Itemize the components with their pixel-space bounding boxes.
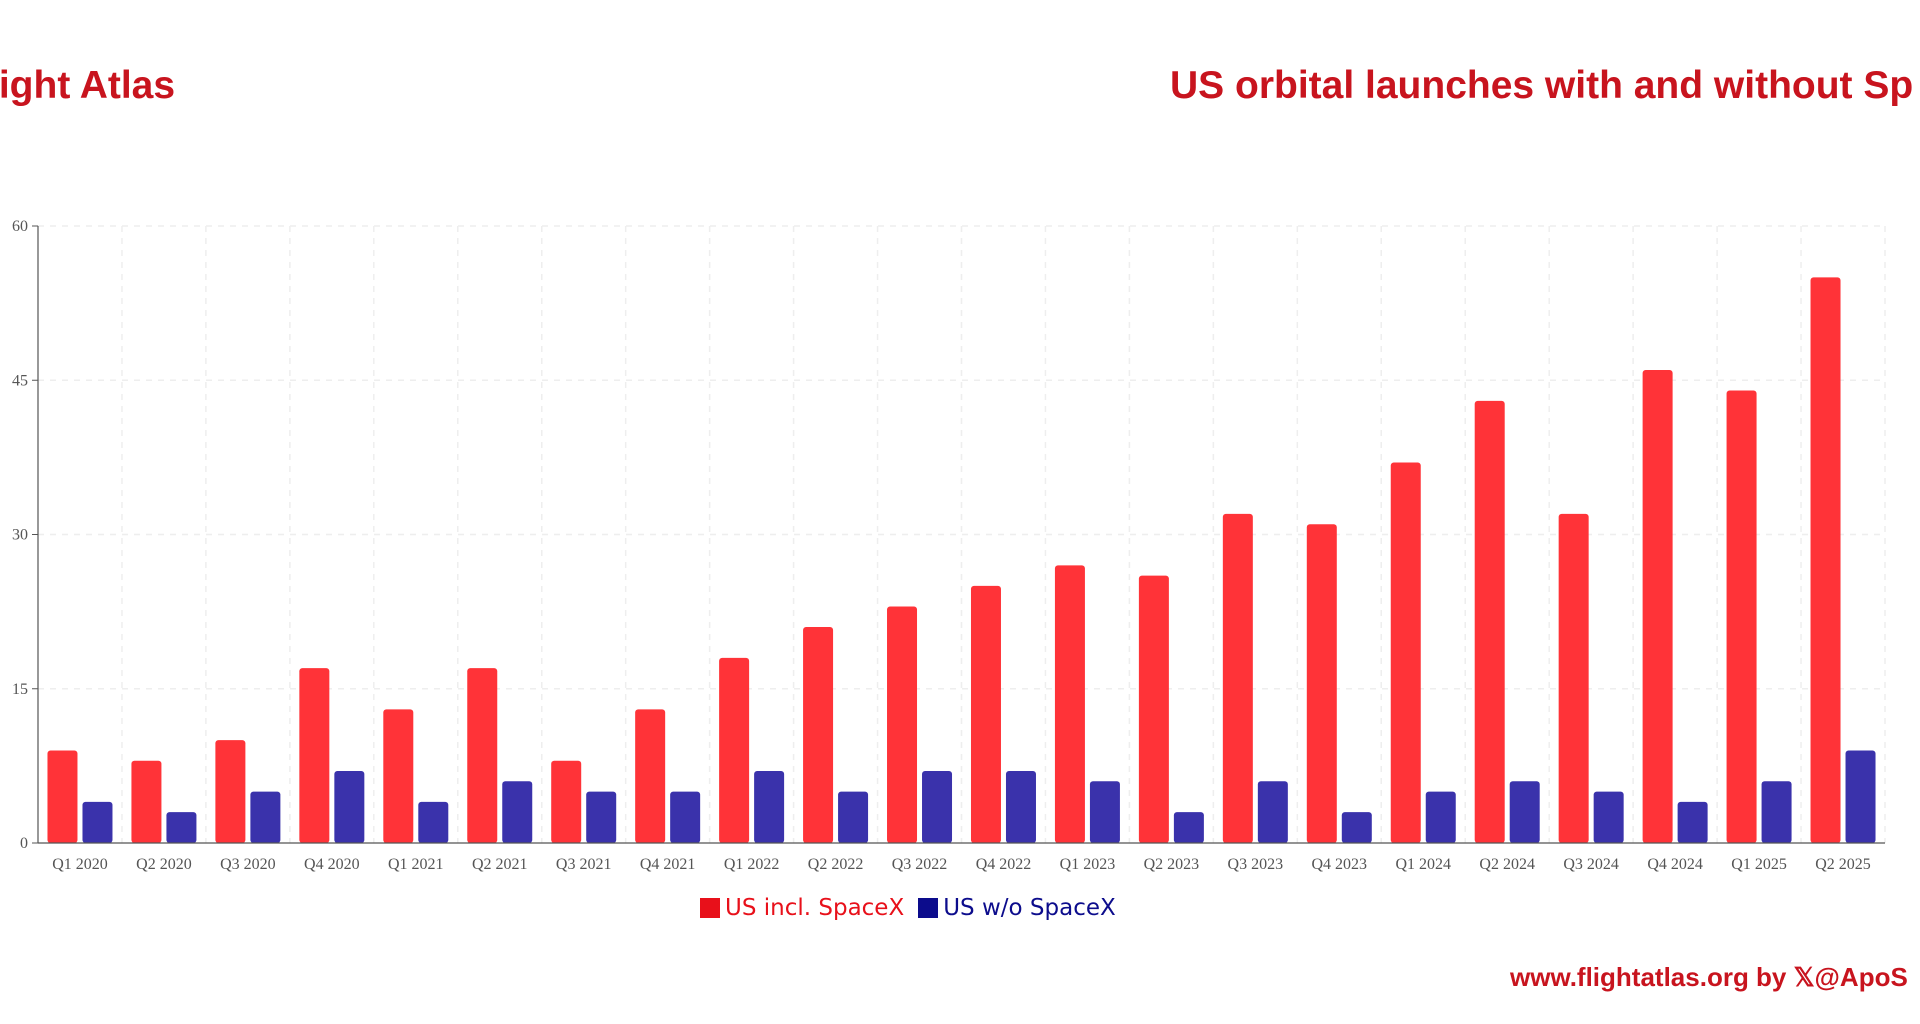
bar-us-incl-spacex[interactable] — [887, 606, 918, 843]
bar-us-incl-spacex[interactable] — [299, 668, 330, 843]
bar-us-wo-spacex[interactable] — [250, 791, 281, 843]
bars-layer — [47, 277, 1876, 844]
x-tick-label: Q3 2022 — [892, 856, 948, 873]
x-tick-label: Q1 2022 — [724, 856, 780, 873]
bar-us-wo-spacex[interactable] — [1761, 781, 1792, 843]
x-tick-label: Q4 2023 — [1312, 856, 1368, 873]
x-tick-label: Q4 2020 — [304, 856, 360, 873]
bar-us-incl-spacex[interactable] — [1474, 400, 1505, 843]
bar-us-incl-spacex[interactable] — [1810, 277, 1841, 844]
bar-us-wo-spacex[interactable] — [1509, 781, 1540, 843]
bar-us-incl-spacex[interactable] — [1306, 524, 1337, 843]
chart-title: US orbital launches with and without Sp — [1170, 64, 1914, 107]
bar-us-incl-spacex[interactable] — [131, 760, 162, 843]
axis-layer: 0 15 30 45 60 Q1 2020 Q2 2020 Q3 2020 Q4 2020 Q1 … — [12, 218, 1885, 873]
y-tick-label: 30 — [12, 527, 28, 544]
bar-us-wo-spacex[interactable] — [82, 801, 113, 843]
bar-us-wo-spacex[interactable] — [166, 812, 197, 843]
x-tick-label: Q2 2025 — [1815, 856, 1871, 873]
legend-item-incl[interactable]: US incl. SpaceX — [700, 895, 904, 921]
bar-us-incl-spacex[interactable] — [803, 627, 834, 843]
x-tick-label: Q4 2024 — [1647, 856, 1703, 873]
x-tick-label: Q3 2020 — [220, 856, 276, 873]
legend-item-wo[interactable]: US w/o SpaceX — [918, 895, 1116, 921]
bar-us-wo-spacex[interactable] — [1425, 791, 1456, 843]
x-tick-label: Q1 2021 — [388, 856, 444, 873]
bar-us-incl-spacex[interactable] — [1390, 462, 1421, 843]
x-tick-label: Q2 2023 — [1144, 856, 1200, 873]
legend-swatch-wo — [918, 898, 939, 918]
bar-us-wo-spacex[interactable] — [502, 781, 533, 843]
bar-us-wo-spacex[interactable] — [670, 791, 701, 843]
legend: US incl. SpaceX US w/o SpaceX — [700, 893, 1116, 923]
bar-us-incl-spacex[interactable] — [635, 709, 666, 843]
legend-label-incl: US incl. SpaceX — [725, 895, 905, 921]
x-tick-label: Q1 2024 — [1395, 856, 1451, 873]
x-tick-label: Q1 2023 — [1060, 856, 1116, 873]
bar-us-incl-spacex[interactable] — [719, 657, 750, 843]
bar-us-incl-spacex[interactable] — [467, 668, 498, 843]
x-tick-label: Q1 2025 — [1731, 856, 1787, 873]
bar-us-wo-spacex[interactable] — [1089, 781, 1120, 843]
bar-us-incl-spacex[interactable] — [1642, 369, 1673, 843]
legend-label-wo: US w/o SpaceX — [943, 895, 1116, 921]
bar-us-wo-spacex[interactable] — [418, 801, 449, 843]
x-tick-label: Q2 2022 — [808, 856, 864, 873]
x-tick-label: Q4 2022 — [976, 856, 1032, 873]
bar-us-incl-spacex[interactable] — [215, 740, 246, 843]
y-tick-label: 15 — [12, 681, 28, 698]
bar-us-wo-spacex[interactable] — [838, 791, 869, 843]
bar-us-incl-spacex[interactable] — [551, 760, 582, 843]
x-tick-label: Q4 2021 — [640, 856, 696, 873]
bar-us-wo-spacex[interactable] — [1677, 801, 1708, 843]
bar-us-wo-spacex[interactable] — [1845, 750, 1876, 843]
bar-us-wo-spacex[interactable] — [1257, 781, 1288, 843]
bar-us-wo-spacex[interactable] — [1173, 812, 1204, 843]
x-tick-label: Q3 2021 — [556, 856, 612, 873]
bar-us-wo-spacex[interactable] — [1005, 771, 1036, 843]
bar-us-wo-spacex[interactable] — [754, 771, 785, 843]
bar-us-incl-spacex[interactable] — [1054, 565, 1085, 843]
x-tick-label: Q2 2024 — [1479, 856, 1535, 873]
bar-us-incl-spacex[interactable] — [383, 709, 414, 843]
bar-us-wo-spacex[interactable] — [1593, 791, 1624, 843]
x-tick-label: Q1 2020 — [52, 856, 108, 873]
x-tick-label: Q2 2020 — [136, 856, 192, 873]
bar-us-incl-spacex[interactable] — [47, 750, 78, 843]
bar-us-incl-spacex[interactable] — [1558, 513, 1589, 843]
bar-us-incl-spacex[interactable] — [1138, 575, 1169, 843]
y-tick-label: 0 — [20, 835, 28, 852]
legend-swatch-incl — [700, 898, 720, 918]
y-tick-label: 45 — [12, 372, 28, 389]
bar-us-wo-spacex[interactable] — [586, 791, 617, 843]
bar-us-incl-spacex[interactable] — [970, 585, 1001, 843]
bar-chart: 0 15 30 45 60 Q1 2020 Q2 2020 Q3 2020 Q4 2020 Q1 … — [12, 218, 1886, 873]
brand-title: light Atlas — [0, 64, 176, 107]
x-tick-label: Q3 2023 — [1228, 856, 1284, 873]
bar-us-wo-spacex[interactable] — [922, 771, 953, 843]
bar-us-incl-spacex[interactable] — [1726, 390, 1757, 843]
bar-us-wo-spacex[interactable] — [1341, 812, 1372, 843]
y-tick-label: 60 — [12, 218, 28, 235]
bar-us-wo-spacex[interactable] — [334, 771, 365, 843]
credit-line: www.flightatlas.org by 𝕏@ApoS — [1510, 962, 1908, 992]
x-tick-label: Q2 2021 — [472, 856, 528, 873]
x-tick-label: Q3 2024 — [1563, 856, 1619, 873]
bar-us-incl-spacex[interactable] — [1222, 513, 1253, 843]
